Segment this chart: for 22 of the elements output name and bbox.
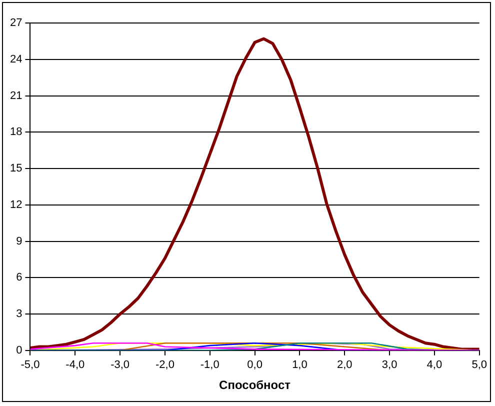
x-tick-label: 1,0: [292, 359, 308, 372]
x-tick-label: -1,0: [200, 359, 220, 372]
x-tick-label: 3,0: [382, 359, 398, 372]
x-tick-label: -2,0: [155, 359, 174, 372]
y-tick-label: 6: [16, 272, 22, 284]
x-tick-label: -4,0: [66, 359, 85, 372]
y-tick-label: 3: [16, 308, 22, 320]
y-tick-label: 18: [10, 126, 22, 138]
y-tick-label: 27: [10, 17, 22, 30]
y-tick-label: 24: [10, 53, 22, 66]
x-tick-label: 4,0: [426, 359, 442, 372]
y-tick-label: 9: [16, 235, 22, 248]
y-tick-label: 0: [16, 344, 22, 356]
x-tick-label: -3,0: [110, 359, 130, 372]
y-tick-label: 15: [10, 162, 22, 175]
x-tick-label: 5,0: [472, 359, 488, 372]
y-tick-label: 12: [10, 198, 22, 211]
y-tick-label: 21: [10, 90, 22, 102]
x-axis-title: Способност: [219, 378, 291, 392]
x-tick-label: -5,0: [20, 359, 40, 372]
x-tick-label: 2,0: [336, 359, 352, 372]
x-tick-label: 0,0: [247, 359, 262, 372]
